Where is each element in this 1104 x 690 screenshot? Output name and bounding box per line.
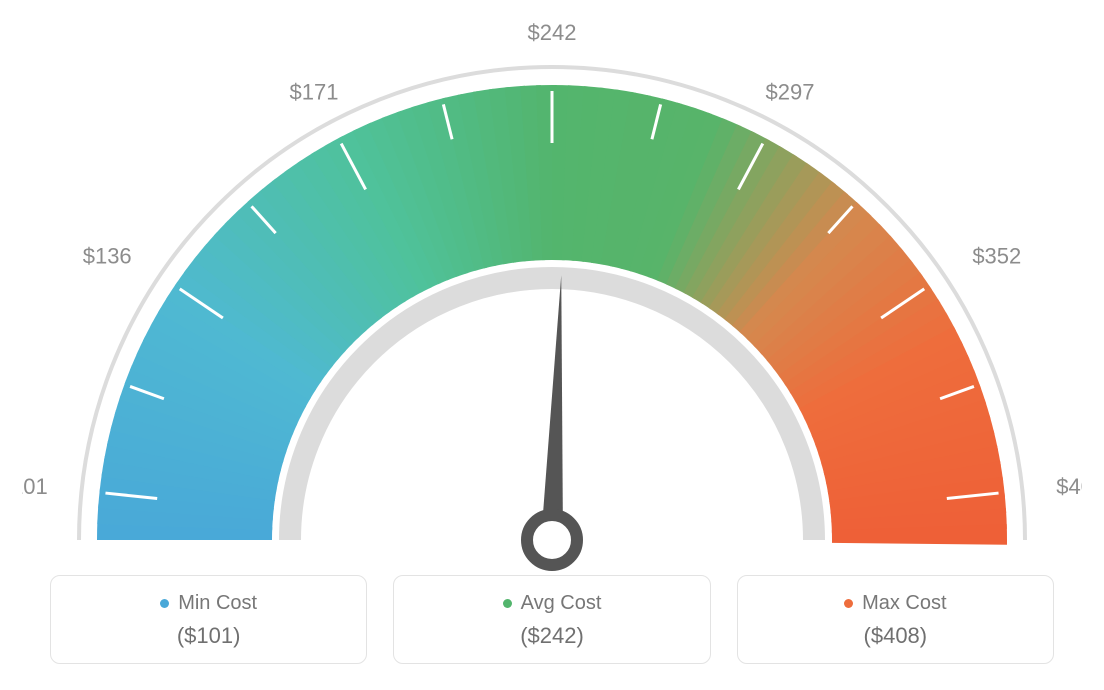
max-cost-card: Max Cost ($408): [737, 575, 1054, 664]
avg-dot-icon: [503, 599, 512, 608]
gauge-svg: $101 $136 $171 $242 $297 $352 $408: [22, 10, 1082, 575]
svg-text:$408: $408: [1056, 474, 1082, 499]
cost-gauge: $101 $136 $171 $242 $297 $352 $408: [0, 10, 1104, 575]
max-cost-value: ($408): [748, 623, 1043, 649]
svg-text:$171: $171: [290, 79, 339, 104]
svg-text:$352: $352: [972, 243, 1021, 268]
svg-text:$101: $101: [22, 474, 48, 499]
svg-text:$136: $136: [83, 243, 132, 268]
svg-text:$297: $297: [766, 79, 815, 104]
min-cost-title: Min Cost: [160, 592, 257, 615]
max-cost-title: Max Cost: [844, 592, 946, 615]
avg-cost-label: Avg Cost: [521, 592, 602, 615]
min-cost-card: Min Cost ($101): [50, 575, 367, 664]
min-dot-icon: [160, 599, 169, 608]
legend-row: Min Cost ($101) Avg Cost ($242) Max Cost…: [50, 575, 1054, 664]
min-cost-label: Min Cost: [178, 592, 257, 615]
max-dot-icon: [844, 599, 853, 608]
svg-text:$242: $242: [528, 20, 577, 45]
avg-cost-value: ($242): [404, 623, 699, 649]
max-cost-label: Max Cost: [862, 592, 946, 615]
avg-cost-title: Avg Cost: [503, 592, 602, 615]
avg-cost-card: Avg Cost ($242): [393, 575, 710, 664]
min-cost-value: ($101): [61, 623, 356, 649]
